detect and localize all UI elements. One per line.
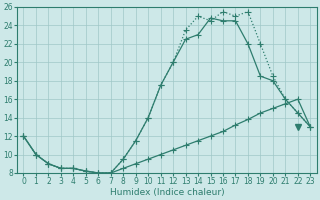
X-axis label: Humidex (Indice chaleur): Humidex (Indice chaleur)	[109, 188, 224, 197]
